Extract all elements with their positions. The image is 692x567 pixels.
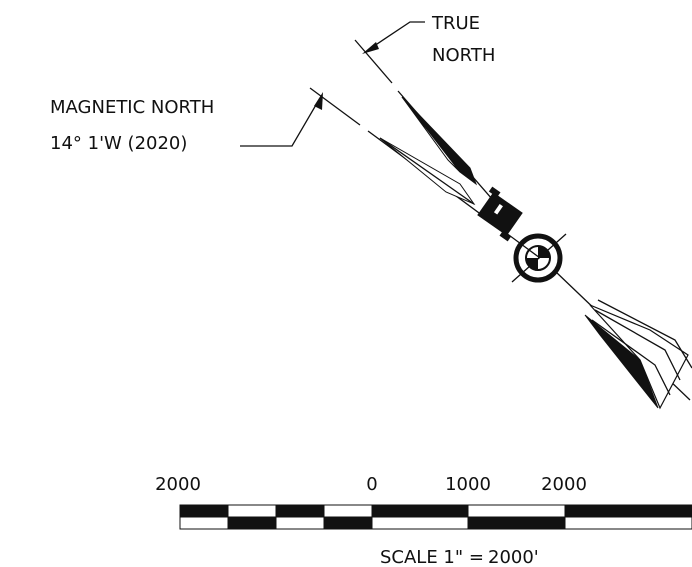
scale-label: 0	[366, 474, 377, 495]
scale-label: 2000	[155, 474, 201, 495]
magnetic-north-label: MAGNETIC NORTH	[50, 97, 214, 118]
true-north-axis	[354, 39, 513, 223]
true-north-label: NORTH	[432, 45, 495, 66]
scale-caption-value: 2000'	[488, 547, 539, 567]
true-north-leader	[362, 21, 425, 54]
compass-center	[511, 233, 691, 401]
scale-label: 2000	[541, 474, 587, 495]
magnetic-north-label: 14° 1'W (2020)	[50, 133, 187, 154]
magnetic-north-axis	[309, 87, 541, 259]
magnetic-north-leader	[240, 92, 323, 147]
scale-label: 1000	[445, 474, 491, 495]
true-north-label: TRUE	[431, 13, 480, 34]
tail-feathers	[584, 299, 692, 410]
scale-caption: SCALE 1" =	[380, 547, 484, 567]
scale-bar	[179, 504, 692, 530]
n-symbol	[477, 186, 523, 242]
